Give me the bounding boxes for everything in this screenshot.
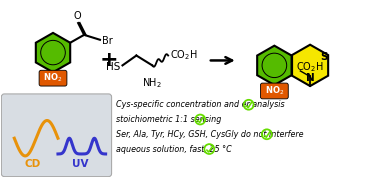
Text: CO$_2$H: CO$_2$H — [296, 61, 324, 74]
Text: aqueous solution, fast, 25 °C: aqueous solution, fast, 25 °C — [116, 145, 231, 154]
Text: CO$_2$H: CO$_2$H — [170, 49, 198, 62]
Text: stoichiometric 1:1 sensing: stoichiometric 1:1 sensing — [116, 115, 221, 124]
FancyBboxPatch shape — [39, 70, 67, 86]
Text: S: S — [321, 52, 328, 62]
Text: +: + — [99, 50, 118, 70]
Text: O: O — [73, 11, 81, 21]
Polygon shape — [257, 46, 291, 85]
FancyBboxPatch shape — [260, 83, 288, 99]
Text: Cys-specific concentration and er analysis: Cys-specific concentration and er analys… — [116, 100, 284, 109]
Text: UV: UV — [71, 159, 88, 169]
Text: HS: HS — [106, 62, 121, 72]
Polygon shape — [36, 33, 70, 72]
Text: Ser, Ala, Tyr, HCy, GSH, CysGly do not interfere: Ser, Ala, Tyr, HCy, GSH, CysGly do not i… — [116, 130, 303, 139]
Text: NO$_2$: NO$_2$ — [43, 72, 63, 84]
Text: NO$_2$: NO$_2$ — [265, 85, 284, 97]
Text: Br: Br — [102, 36, 113, 46]
Text: CD: CD — [24, 159, 40, 169]
FancyBboxPatch shape — [2, 94, 112, 177]
Text: N: N — [306, 73, 314, 83]
Text: NH$_2$: NH$_2$ — [143, 76, 162, 90]
Polygon shape — [292, 45, 328, 86]
